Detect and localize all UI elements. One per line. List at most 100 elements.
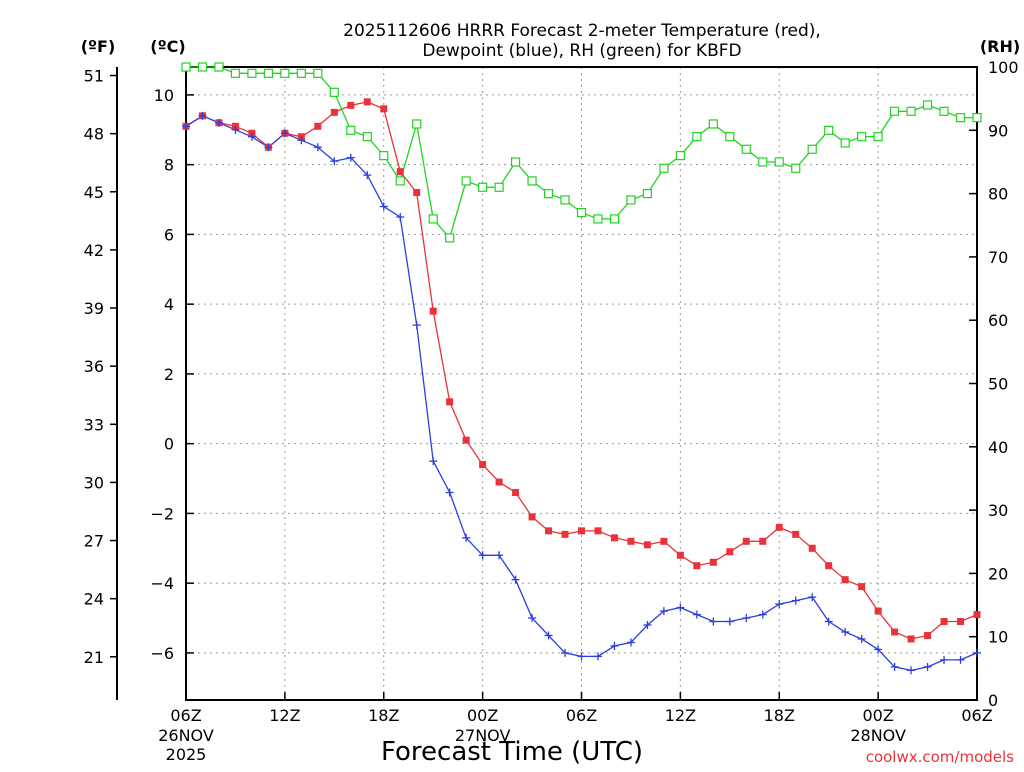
celsius-tick-label: 8 <box>164 156 174 175</box>
2-meter-temperature-point <box>380 105 388 113</box>
dewpoint-point <box>379 202 388 211</box>
dewpoint-point <box>907 666 916 675</box>
2-meter-temperature-point <box>610 534 618 542</box>
2-meter-temperature-point <box>314 122 322 130</box>
rh-point <box>626 195 636 205</box>
celsius-unit-label: (ºC) <box>150 37 185 56</box>
rh-point <box>329 87 339 97</box>
rh-tick-label: 70 <box>988 248 1008 267</box>
dewpoint-point <box>857 634 866 643</box>
dewpoint-point <box>742 614 751 623</box>
dewpoint-point <box>709 617 718 626</box>
dewpoint-point <box>363 171 372 180</box>
rh-point <box>939 106 949 116</box>
2-meter-temperature-point <box>643 541 651 549</box>
dewpoint-point <box>198 111 207 120</box>
rh-tick-label: 30 <box>988 501 1008 520</box>
2-meter-temperature-point <box>627 537 635 545</box>
rh-tick-label: 90 <box>988 121 1008 140</box>
2-meter-temperature-point <box>363 98 371 106</box>
2-meter-temperature-point <box>330 108 338 116</box>
dewpoint-point <box>561 648 570 657</box>
fahrenheit-tick-label: 51 <box>84 67 104 86</box>
dewpoint-point <box>478 551 487 560</box>
rh-point <box>873 132 883 142</box>
rh-point <box>955 113 966 123</box>
fahrenheit-tick-label: 24 <box>84 590 104 609</box>
dewpoint-point <box>182 122 190 131</box>
rh-point <box>807 144 817 154</box>
dewpoint-point <box>495 551 504 560</box>
2-meter-temperature-point <box>413 189 421 197</box>
rh-point <box>461 176 471 186</box>
x-date-label: 26NOV <box>158 726 214 745</box>
dewpoint-point <box>528 614 537 623</box>
x-tick-label: 18Z <box>764 706 795 725</box>
dewpoint-point <box>874 645 883 654</box>
2-meter-temperature-point <box>462 436 470 444</box>
gridlines <box>186 67 977 700</box>
rh-point <box>840 138 850 148</box>
dewpoint-point <box>330 157 339 166</box>
2-meter-temperature-point <box>709 558 717 566</box>
dewpoint-point <box>923 662 932 671</box>
labels: 2025112606 HRRR Forecast 2-meter Tempera… <box>81 21 1020 767</box>
dewpoint-point <box>346 153 355 162</box>
rh-point <box>428 214 438 224</box>
plot-frame <box>185 66 978 701</box>
dewpoint-point <box>808 593 817 602</box>
fahrenheit-tick-label: 42 <box>84 241 104 260</box>
dewpoint-point <box>610 641 619 650</box>
2-meter-temperature-point <box>578 527 585 535</box>
rh-point <box>247 68 257 78</box>
2-meter-temperature-point <box>528 513 536 521</box>
rh-point <box>478 182 488 192</box>
fahrenheit-tick-label: 48 <box>84 125 104 144</box>
rh-tick-label: 10 <box>988 628 1008 647</box>
rh-tick-label: 100 <box>988 58 1019 77</box>
celsius-tick-label: −6 <box>150 644 174 663</box>
x-axis-label: Forecast Time (UTC) <box>381 737 643 767</box>
dewpoint-point <box>247 132 256 141</box>
dewpoint-point <box>297 136 306 145</box>
rh-point <box>197 62 208 72</box>
x-tick-label: 00Z <box>467 706 498 725</box>
2-meter-temperature-point <box>693 562 701 570</box>
rh-point <box>296 68 306 78</box>
rh-point <box>527 176 537 186</box>
rh-point <box>906 106 916 116</box>
fahrenheit-tick-label: 30 <box>84 473 104 492</box>
rh-point <box>791 163 801 173</box>
dewpoint-point <box>824 617 833 626</box>
2-meter-temperature-point <box>973 611 981 619</box>
dewpoint-point <box>626 638 635 647</box>
dewpoint-point <box>462 533 471 542</box>
fahrenheit-tick-label: 33 <box>84 415 104 434</box>
2-meter-temperature-point <box>676 551 684 559</box>
dewpoint-point <box>659 607 668 616</box>
dewpoint-point <box>445 488 454 497</box>
2-meter-temperature-point <box>808 544 816 552</box>
dewpoint-point <box>313 143 322 152</box>
2-meter-temperature-point <box>495 478 503 486</box>
rh-point <box>362 132 372 142</box>
x-tick-label: 06Z <box>566 706 597 725</box>
dewpoint-point <box>577 652 586 661</box>
2-meter-temperature-point <box>775 523 783 531</box>
2-meter-temperature-point <box>742 537 750 545</box>
2-meter-temperature-point <box>545 527 553 535</box>
dewpoint-point <box>511 575 520 584</box>
chart-title-line1: 2025112606 HRRR Forecast 2-meter Tempera… <box>343 21 821 41</box>
rh-point <box>494 182 504 192</box>
rh-point <box>560 195 570 205</box>
2-meter-temperature-point <box>429 307 437 315</box>
rh-point <box>445 233 455 243</box>
dewpoint-point <box>758 610 767 619</box>
2-meter-temperature-point <box>940 618 948 626</box>
dewpoint-point <box>890 662 899 671</box>
rh-tick-label: 20 <box>988 564 1008 583</box>
2-meter-temperature-point <box>660 537 668 545</box>
rh-point <box>708 119 718 129</box>
rh-point <box>824 125 834 135</box>
x-tick-label: 18Z <box>368 706 399 725</box>
